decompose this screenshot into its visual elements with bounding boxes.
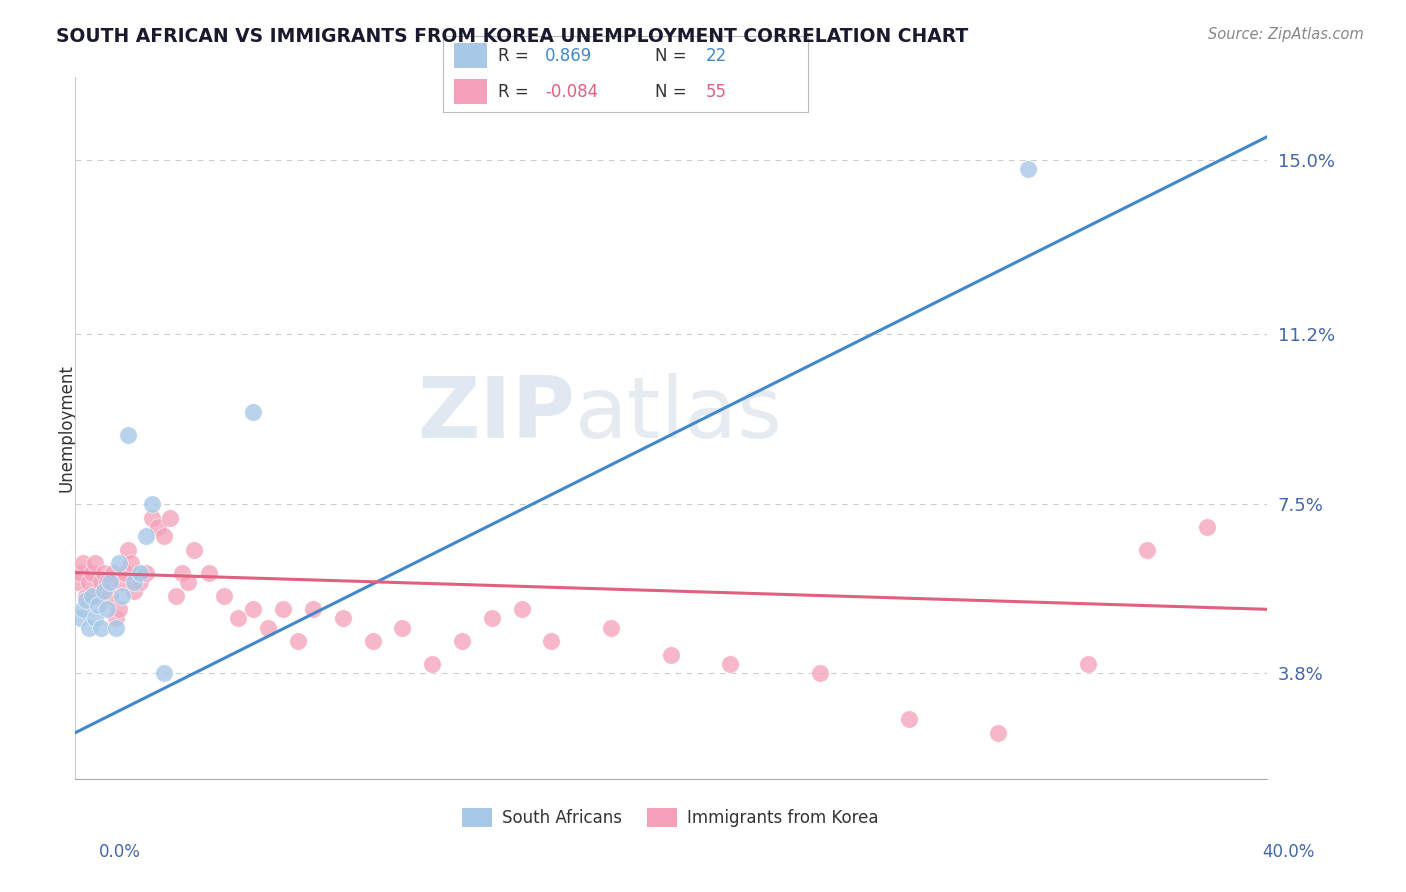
Point [718, 657, 741, 672]
Point [117, 428, 139, 442]
Point [96, 602, 118, 616]
Point [271, 602, 294, 616]
Point [93, 566, 115, 580]
Point [111, 574, 134, 589]
Point [165, 589, 187, 603]
Point [87, 589, 110, 603]
Point [66, 574, 89, 589]
Point [122, 583, 145, 598]
Point [82, 589, 104, 603]
Point [108, 557, 131, 571]
Point [90, 621, 112, 635]
Point [98, 574, 121, 589]
Point [659, 648, 682, 662]
Point [153, 666, 176, 681]
Point [135, 529, 157, 543]
Point [540, 634, 562, 648]
Point [257, 621, 280, 635]
Text: SOUTH AFRICAN VS IMMIGRANTS FROM KOREA UNEMPLOYMENT CORRELATION CHART: SOUTH AFRICAN VS IMMIGRANTS FROM KOREA U… [56, 27, 969, 45]
Point [391, 621, 413, 635]
Point [332, 611, 354, 625]
Point [183, 542, 205, 557]
Point [117, 542, 139, 557]
Point [105, 621, 128, 635]
Point [111, 589, 134, 603]
Point [212, 589, 235, 603]
Point [105, 611, 128, 625]
Point [75, 589, 97, 603]
Text: 0.0%: 0.0% [98, 843, 141, 861]
Point [98, 589, 121, 603]
Point [90, 574, 112, 589]
Point [197, 566, 219, 580]
Point [75, 593, 97, 607]
Text: Source: ZipAtlas.com: Source: ZipAtlas.com [1208, 27, 1364, 42]
Text: N =: N = [655, 83, 692, 101]
Point [287, 634, 309, 648]
Text: 22: 22 [706, 47, 727, 65]
Point [987, 726, 1010, 740]
Point [361, 634, 384, 648]
FancyBboxPatch shape [454, 44, 486, 69]
Point [84, 557, 107, 571]
Point [103, 566, 125, 580]
Legend: South Africans, Immigrants from Korea: South Africans, Immigrants from Korea [456, 801, 886, 834]
Point [1136, 542, 1159, 557]
Point [302, 602, 325, 616]
Point [146, 520, 169, 534]
Point [177, 574, 200, 589]
Text: 55: 55 [706, 83, 727, 101]
Point [96, 574, 118, 589]
Point [170, 566, 193, 580]
Point [93, 583, 115, 598]
Point [114, 566, 136, 580]
Text: R =: R = [498, 83, 534, 101]
Point [228, 611, 250, 625]
Text: R =: R = [498, 47, 534, 65]
Point [242, 602, 264, 616]
Text: -0.084: -0.084 [546, 83, 599, 101]
Point [1017, 162, 1039, 177]
Point [108, 602, 131, 616]
Point [72, 557, 94, 571]
Point [242, 405, 264, 419]
Point [600, 621, 623, 635]
Point [122, 574, 145, 589]
Y-axis label: Unemployment: Unemployment [58, 364, 75, 492]
Point [451, 634, 474, 648]
Point [69, 611, 91, 625]
Point [420, 657, 443, 672]
Text: ZIP: ZIP [418, 373, 575, 456]
Point [897, 712, 920, 726]
Point [159, 510, 181, 524]
Point [87, 598, 110, 612]
Point [72, 602, 94, 616]
Point [141, 497, 163, 511]
Point [808, 666, 831, 681]
Point [1077, 657, 1099, 672]
Point [82, 566, 104, 580]
Point [481, 611, 503, 625]
Point [79, 574, 101, 589]
Text: 40.0%: 40.0% [1263, 843, 1315, 861]
Point [120, 557, 142, 571]
Point [135, 566, 157, 580]
Point [129, 566, 152, 580]
Point [84, 611, 107, 625]
Point [510, 602, 533, 616]
Text: 0.869: 0.869 [546, 47, 592, 65]
Text: atlas: atlas [575, 373, 783, 456]
Point [69, 566, 91, 580]
Point [129, 574, 152, 589]
Point [153, 529, 176, 543]
Point [1195, 520, 1218, 534]
FancyBboxPatch shape [454, 78, 486, 104]
Point [79, 621, 101, 635]
Text: N =: N = [655, 47, 692, 65]
Point [141, 510, 163, 524]
